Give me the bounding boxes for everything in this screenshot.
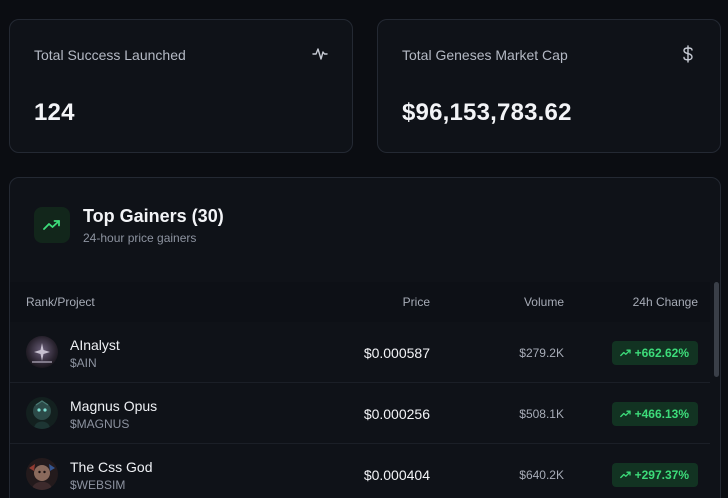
project-ticker: $MAGNUS [70, 417, 130, 431]
stat-value: 124 [34, 99, 75, 126]
trending-up-icon [619, 471, 631, 479]
column-header-rank[interactable]: Rank/Project [26, 295, 95, 309]
table-row[interactable]: Magnus Opus $MAGNUS $0.000256 $508.1K +4… [10, 383, 710, 444]
column-header-price[interactable]: Price [402, 295, 430, 309]
panel-subtitle: 24-hour price gainers [83, 231, 197, 245]
panel-title: Top Gainers (30) [83, 206, 224, 226]
stat-label: Total Geneses Market Cap [402, 47, 568, 63]
price-cell: $0.000404 [363, 467, 430, 483]
avatar [26, 397, 58, 429]
project-name[interactable]: The Css God [70, 459, 153, 475]
volume-cell: $640.2K [519, 468, 564, 482]
avatar [26, 458, 58, 490]
stat-label: Total Success Launched [34, 47, 186, 63]
trending-up-icon [619, 349, 631, 357]
volume-cell: $279.2K [519, 346, 564, 360]
scrollbar[interactable] [712, 282, 720, 498]
change-value: +466.13% [634, 407, 689, 421]
top-gainers-panel: Top Gainers (30) 24-hour price gainers R… [9, 177, 721, 498]
change-badge: +297.37% [611, 463, 698, 487]
avatar [26, 336, 58, 368]
price-cell: $0.000587 [363, 345, 430, 361]
project-ticker: $AIN [70, 356, 97, 370]
table-row[interactable]: The Css God $WEBSIM $0.000404 $640.2K +2… [10, 444, 710, 498]
change-value: +297.37% [634, 468, 689, 482]
trending-up-icon [34, 207, 70, 243]
price-cell: $0.000256 [363, 406, 430, 422]
trending-up-icon [619, 410, 631, 418]
table-header: Rank/Project Price Volume 24h Change [10, 282, 710, 322]
scrollbar-thumb[interactable] [714, 282, 719, 377]
change-badge: +662.62% [611, 341, 698, 365]
project-ticker: $WEBSIM [70, 478, 126, 492]
project-name[interactable]: AInalyst [70, 337, 120, 353]
project-name[interactable]: Magnus Opus [70, 398, 158, 414]
volume-cell: $508.1K [519, 407, 564, 421]
column-header-volume[interactable]: Volume [523, 295, 564, 309]
change-badge: +466.13% [611, 402, 698, 426]
column-header-change[interactable]: 24h Change [632, 295, 698, 309]
activity-icon [312, 45, 328, 63]
stat-card-launched: Total Success Launched 124 [9, 19, 353, 153]
stat-card-market-cap: Total Geneses Market Cap $96,153,783.62 [377, 19, 721, 153]
table-row[interactable]: AInalyst $AIN $0.000587 $279.2K +662.62% [10, 322, 710, 383]
dollar-icon [680, 45, 696, 63]
change-value: +662.62% [634, 346, 689, 360]
stat-value: $96,153,783.62 [402, 99, 572, 126]
